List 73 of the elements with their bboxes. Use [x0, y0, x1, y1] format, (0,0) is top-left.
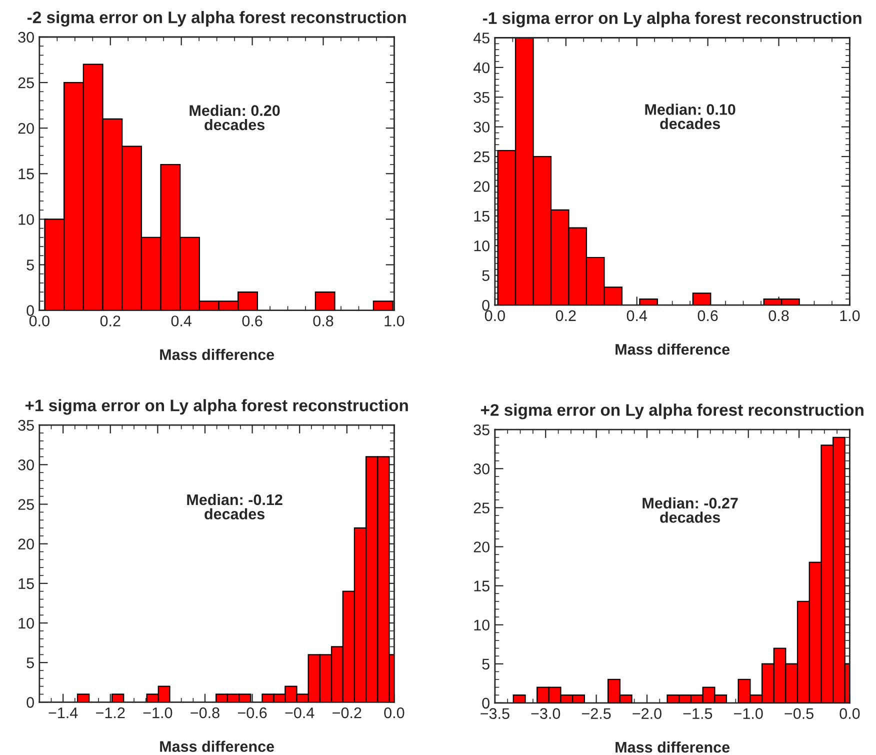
y-tick-label: 5 — [482, 658, 490, 670]
y-tick-label: 10 — [474, 240, 490, 252]
x-axis-title: Mass difference — [616, 741, 730, 753]
y-tick-label: 35 — [474, 92, 490, 103]
x-axis-title: Mass difference — [160, 740, 274, 752]
y-tick-label: 25 — [18, 499, 34, 510]
y-tick-label: 0 — [26, 697, 34, 708]
x-tick-label: 0.0 — [29, 316, 50, 326]
y-tick-label: 25 — [18, 77, 34, 88]
x-tick-label: 0.4 — [626, 310, 648, 322]
y-tick-label: 0 — [26, 305, 34, 316]
y-tick-label: 15 — [18, 168, 34, 180]
x-tick-label: −0.4 — [285, 707, 314, 718]
x-tick-label: 1.0 — [840, 310, 860, 322]
x-tick-label: −3.5 — [480, 708, 510, 719]
y-tick-label: 5 — [482, 270, 490, 282]
x-tick-label: 0.0 — [384, 707, 404, 718]
x-tick-label: −3.0 — [531, 708, 560, 719]
chart-title: +2 sigma error on Ly alpha forest reconstruction — [480, 404, 864, 420]
y-tick-label: 10 — [474, 620, 490, 631]
y-tick-label: 45 — [473, 32, 490, 44]
x-tick-label: 0.6 — [242, 316, 262, 326]
y-tick-label: 30 — [474, 122, 490, 133]
y-tick-label: 30 — [18, 32, 34, 43]
y-tick-label: 35 — [474, 424, 490, 436]
y-tick-label: 25 — [474, 151, 490, 162]
x-tick-label: −2.0 — [632, 708, 662, 719]
x-tick-label: 0.8 — [313, 316, 334, 326]
x-tick-label: 0.8 — [768, 310, 789, 322]
x-tick-label: 0.2 — [556, 310, 576, 322]
y-tick-label: 20 — [18, 122, 34, 134]
x-tick-label: −2.5 — [582, 708, 611, 719]
x-tick-label: 0.0 — [484, 310, 505, 322]
x-tick-label: −0.6 — [238, 707, 267, 718]
y-tick-label: 40 — [473, 62, 490, 74]
y-tick-label: 0 — [482, 698, 490, 709]
x-tick-label: −1.5 — [683, 708, 712, 719]
y-tick-label: 30 — [474, 464, 490, 474]
y-tick-label: 15 — [474, 210, 490, 222]
x-tick-label: −1.0 — [143, 707, 172, 718]
x-tick-label: 0.4 — [171, 316, 192, 326]
y-tick-label: 20 — [18, 538, 34, 550]
x-tick-label: 0.2 — [100, 316, 120, 326]
y-tick-label: 20 — [474, 181, 490, 192]
chart-title: -2 sigma error on Ly alpha forest reconstruction — [27, 11, 406, 27]
y-tick-label: 20 — [474, 542, 490, 552]
y-tick-label: 0 — [482, 300, 490, 311]
x-axis-title: Mass difference — [616, 344, 730, 355]
y-tick-label: 25 — [474, 502, 490, 514]
x-tick-label: −1.2 — [96, 707, 125, 718]
y-tick-label: 15 — [474, 580, 490, 592]
x-tick-label: −1.0 — [734, 708, 763, 719]
x-tick-label: −0.5 — [784, 708, 814, 719]
y-tick-label: 30 — [18, 460, 34, 470]
x-tick-label: 1.0 — [384, 316, 404, 326]
x-tick-label: −0.8 — [190, 707, 220, 718]
chart-title: -1 sigma error on Ly alpha forest reconstruction — [482, 12, 862, 28]
y-tick-label: 35 — [18, 420, 34, 431]
annotation: Median: 0.20 decades — [190, 104, 280, 130]
y-tick-label: 5 — [26, 658, 34, 668]
chart-title: +1 sigma error on Ly alpha forest reconstruction — [25, 399, 408, 415]
annotation: Median: 0.10 decades — [645, 104, 736, 130]
x-tick-label: −0.2 — [332, 707, 362, 718]
x-tick-label: −1.4 — [48, 708, 78, 718]
y-tick-label: 5 — [26, 260, 34, 270]
x-tick-label: 0.0 — [840, 708, 860, 719]
annotation: Median: -0.12 decades — [187, 494, 282, 520]
x-axis-title: Mass difference — [160, 348, 274, 360]
y-tick-label: 15 — [18, 578, 34, 590]
y-tick-label: 10 — [18, 214, 34, 225]
y-tick-label: 10 — [18, 618, 34, 629]
x-tick-label: 0.6 — [698, 310, 718, 322]
annotation: Median: -0.27 decades — [642, 497, 738, 523]
